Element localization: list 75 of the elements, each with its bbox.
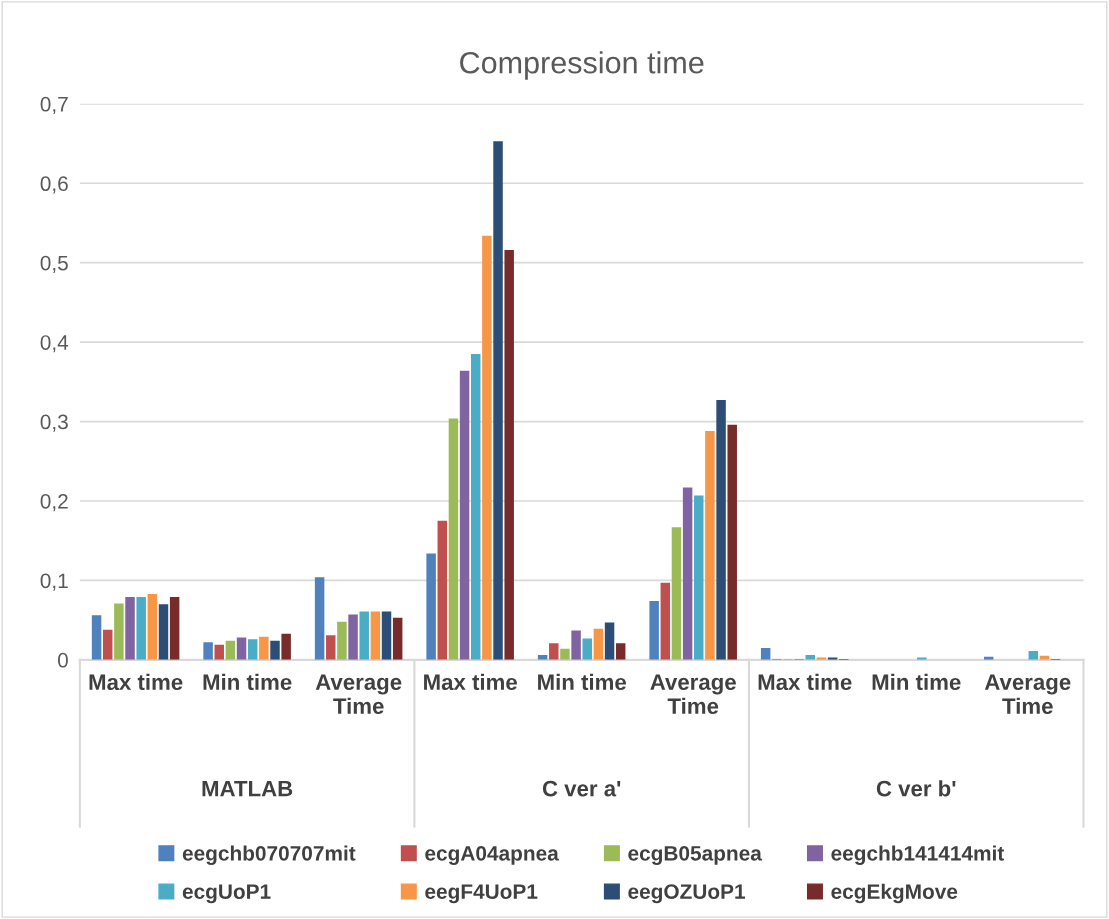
- bar: [203, 642, 213, 660]
- x-tick-label: Min time: [538, 673, 626, 691]
- bar: [326, 635, 336, 660]
- bar: [504, 249, 514, 660]
- x-tick-label: Max time: [424, 673, 517, 691]
- y-tick-label: 0,2: [40, 493, 68, 512]
- y-tick-label: 0,5: [40, 255, 68, 273]
- bar: [682, 487, 693, 660]
- bar: [705, 431, 715, 660]
- text: MATLAB: [202, 780, 293, 797]
- bar: [437, 520, 448, 660]
- y-tick-label: 0,4: [40, 335, 69, 353]
- bar: [671, 527, 682, 660]
- bar: [649, 601, 659, 660]
- y-tick-label: 0,1: [40, 573, 68, 591]
- legend-label: ecgUoP1: [182, 884, 271, 904]
- y-tick-label: 0: [57, 652, 68, 668]
- legend-label: ecgB05apnea: [628, 845, 762, 865]
- bar: [370, 611, 381, 660]
- bar: [593, 628, 604, 660]
- x-tick-label: Average Time: [315, 674, 402, 714]
- bar: [426, 553, 436, 660]
- bar: [158, 604, 169, 660]
- x-tick-label: Min time: [203, 673, 292, 691]
- x-tick-label: Max time: [758, 673, 852, 691]
- bar: [359, 611, 369, 660]
- bar: [549, 643, 559, 660]
- x-tick-label: Average Time: [984, 674, 1071, 714]
- text: C ver a': [542, 780, 621, 797]
- bar: [314, 577, 325, 660]
- bar: [392, 617, 403, 660]
- bar: [337, 621, 347, 660]
- bar: [114, 603, 124, 660]
- bar: [259, 636, 269, 660]
- bar: [381, 611, 392, 660]
- bar: [448, 418, 459, 660]
- y-tick-label: 0,6: [40, 176, 68, 194]
- legend-label: ecgEkgMove: [831, 883, 958, 904]
- bar: [660, 582, 671, 660]
- legend-label: eegchb070707mit: [182, 845, 356, 865]
- bar: [470, 354, 481, 660]
- legend-label: eegchb141414mit: [831, 845, 1005, 865]
- bar: [169, 597, 180, 660]
- text: C ver b': [876, 780, 956, 797]
- bar: [91, 615, 102, 660]
- bar: [604, 622, 615, 660]
- bar: [348, 614, 358, 660]
- legend-label: eegOZUoP1: [628, 884, 746, 904]
- x-tick-label: Max time: [89, 673, 183, 691]
- bar: [727, 424, 737, 660]
- bar: [716, 400, 726, 660]
- x-tick-label: Average Time: [650, 674, 736, 714]
- bar: [281, 633, 291, 660]
- bar: [247, 639, 258, 660]
- bar: [582, 638, 592, 660]
- bar: [694, 495, 704, 660]
- bar: [482, 235, 492, 660]
- bar: [125, 597, 135, 660]
- bar: [493, 141, 503, 660]
- y-tick-label: 0,7: [40, 96, 68, 115]
- chart-title: Compression time: [460, 51, 704, 80]
- bar: [136, 597, 146, 660]
- bar: [102, 629, 113, 660]
- bar: [615, 643, 626, 660]
- x-tick-label: Min time: [872, 673, 961, 691]
- y-tick-label: 0,3: [40, 414, 68, 432]
- bar: [225, 640, 236, 660]
- bar: [270, 640, 280, 660]
- legend-label: eegF4UoP1: [425, 884, 538, 904]
- bar: [236, 637, 247, 660]
- bar: [560, 648, 570, 660]
- bar: [459, 370, 470, 660]
- bar: [147, 593, 158, 660]
- bar: [571, 630, 581, 660]
- legend-label: ecgA04apnea: [425, 845, 559, 865]
